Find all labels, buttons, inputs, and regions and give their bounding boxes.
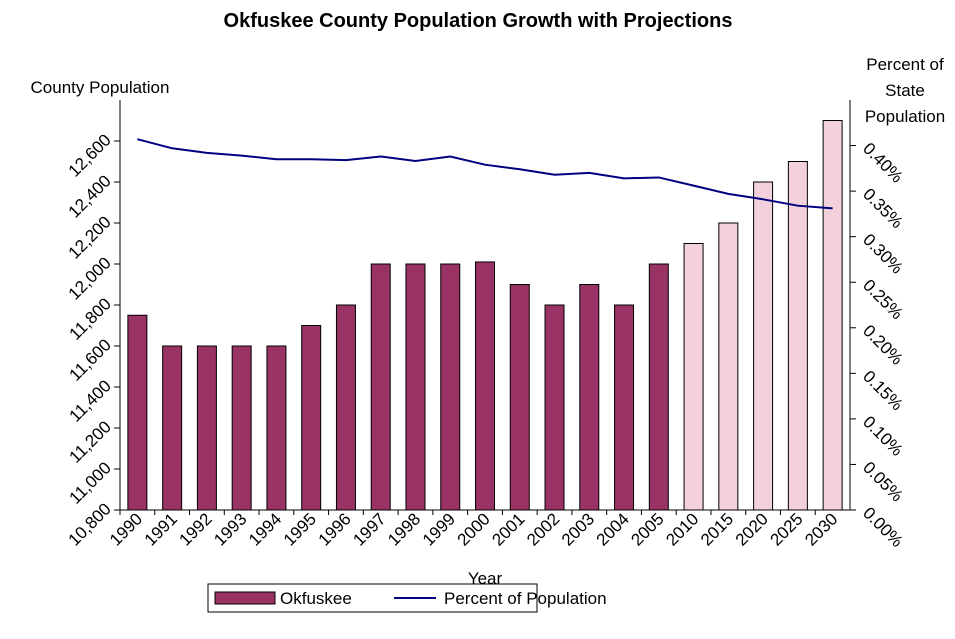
x-tick-label: 1997 <box>349 509 389 549</box>
x-tick-label: 1998 <box>384 509 424 549</box>
x-tick-label: 1994 <box>245 509 285 549</box>
bar <box>370 263 391 511</box>
bar <box>196 345 217 511</box>
bar <box>405 263 426 511</box>
bar <box>787 161 808 511</box>
x-tick-label: 1993 <box>210 509 250 549</box>
bar <box>335 304 356 511</box>
y-tick-label: 11,600 <box>66 335 115 384</box>
x-tick-label: 2004 <box>593 509 633 549</box>
y2-tick-label: 0.40% <box>859 139 907 187</box>
x-tick-label: 2000 <box>454 509 494 549</box>
y2-axis-title: Percent of State Population <box>864 55 946 126</box>
bar <box>127 314 148 511</box>
y-tick-label: 12,200 <box>65 212 115 262</box>
x-tick-label: 2002 <box>523 509 563 549</box>
y-tick-label: 10,800 <box>65 499 115 549</box>
x-tick-label: 2025 <box>767 509 807 549</box>
x-tick-label: 2003 <box>558 509 598 549</box>
y2-tick-label: 0.35% <box>859 185 907 233</box>
legend-swatch <box>214 591 276 605</box>
x-tick-label: 1991 <box>141 509 181 549</box>
bar <box>509 284 530 511</box>
y-axis-title: County Population <box>31 78 170 97</box>
legend-label: Percent of Population <box>444 589 607 608</box>
x-axis-title: Year <box>468 569 503 588</box>
bar <box>683 243 704 511</box>
bar <box>440 263 461 511</box>
bar <box>822 120 843 511</box>
bar <box>544 304 565 511</box>
y2-tick-label: 0.00% <box>859 503 907 551</box>
bar <box>231 345 252 511</box>
y2-tick-label: 0.05% <box>859 458 907 506</box>
bar <box>301 325 322 511</box>
y2-tick-label: 0.20% <box>859 321 907 369</box>
x-tick-label: 1999 <box>419 509 459 549</box>
x-tick-label: 2001 <box>488 509 528 549</box>
y-tick-label: 11,200 <box>66 417 115 466</box>
x-tick-label: 1995 <box>280 509 320 549</box>
y2-tick-label: 0.30% <box>859 230 907 278</box>
bar <box>614 304 635 511</box>
y-tick-label: 11,400 <box>66 376 115 425</box>
line <box>137 138 833 210</box>
bar <box>753 181 774 511</box>
y-tick-label: 12,400 <box>65 171 115 221</box>
y2-tick-label: 0.10% <box>859 412 907 460</box>
y-tick-label: 12,000 <box>65 253 115 303</box>
chart-title: Okfuskee County Population Growth with P… <box>224 10 733 32</box>
x-tick-label: 2020 <box>732 509 772 549</box>
legend-box <box>207 583 538 613</box>
bar <box>718 222 739 511</box>
bar <box>579 284 600 511</box>
y-tick-label: 11,800 <box>66 294 115 343</box>
x-tick-label: 1996 <box>315 509 355 549</box>
x-tick-label: 2015 <box>697 509 737 549</box>
x-tick-label: 2010 <box>662 509 702 549</box>
y2-tick-label: 0.15% <box>859 367 907 415</box>
bar <box>266 345 287 511</box>
bar <box>162 345 183 511</box>
y2-tick-label: 0.25% <box>859 276 907 324</box>
x-tick-label: 1992 <box>176 509 216 549</box>
x-tick-label: 2030 <box>801 509 841 549</box>
y-tick-label: 11,000 <box>66 458 115 507</box>
bar <box>475 261 495 511</box>
x-tick-label: 2005 <box>627 509 667 549</box>
y-tick-label: 12,600 <box>65 130 115 180</box>
legend-label: Okfuskee <box>280 589 352 608</box>
bar <box>648 263 669 511</box>
